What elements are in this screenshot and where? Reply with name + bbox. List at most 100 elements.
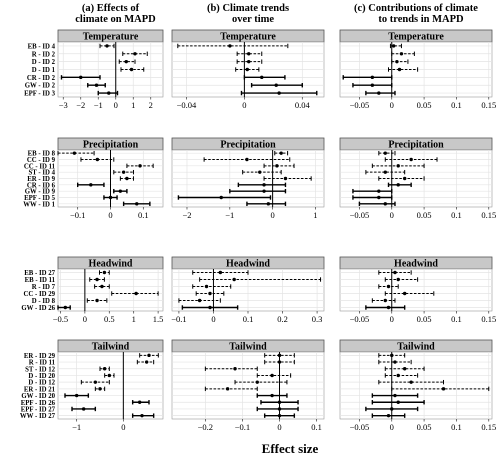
point-estimate (270, 393, 274, 398)
y-category-label: GW - ID 2 (25, 83, 56, 90)
point-estimate (81, 407, 86, 411)
column-letter: (b) (207, 3, 222, 14)
panel-temperature-2: Temperature −0.05 0 0.05 0.1 0.15 (339, 29, 496, 110)
figure-x-axis-label: Effect size (262, 441, 319, 456)
column-title-line: Effects of (97, 3, 140, 14)
point-estimate (383, 298, 387, 303)
x-tick-label: 0 (390, 210, 394, 220)
x-tick-label: 0 (270, 210, 274, 220)
x-tick-label: 0 (83, 314, 87, 324)
x-tick-label: 0.3 (312, 314, 323, 324)
point-estimate (121, 170, 126, 174)
x-tick-label: 0.15 (481, 100, 496, 110)
y-category-label: D - ID 20 (28, 373, 55, 380)
x-tick-label: 0.05 (417, 422, 432, 432)
panel-temperature-1: Temperature −0.04 0 0.04 (171, 29, 325, 110)
point-estimate (208, 291, 212, 296)
column-title-0: (a) Effects of climate on MAPD (75, 3, 156, 25)
point-estimate (277, 407, 282, 411)
panel-tailwind-2: Tailwind −0.05 0 0.05 0.1 0.15 (339, 339, 496, 432)
point-estimate (396, 400, 400, 404)
point-estimate (270, 373, 274, 378)
column-title-2: (c) Contributions of climate to trends in… (354, 3, 478, 25)
y-category-label: EB - ID 11 (25, 277, 56, 284)
point-estimate (255, 380, 259, 384)
x-tick-label: 0.05 (417, 314, 432, 324)
column-title-line: Climate trends (222, 3, 289, 14)
y-category-label: ER - ID 29 (24, 353, 56, 360)
point-estimate (399, 52, 404, 56)
panel-strip-title: Tailwind (92, 342, 130, 353)
point-estimate (118, 189, 123, 193)
x-tick-label: −0.1 (70, 210, 85, 220)
y-category-label: D - ID 8 (32, 298, 56, 305)
x-tick-label: −3 (59, 100, 68, 110)
point-estimate (383, 202, 387, 206)
x-tick-label: 0.1 (311, 422, 322, 432)
point-estimate (63, 305, 68, 310)
x-tick-label: −0.2 (198, 422, 213, 432)
point-estimate (377, 189, 381, 193)
x-tick-label: 0.1 (138, 210, 149, 220)
panel-strip-title: Temperature (220, 32, 276, 43)
point-estimate (277, 360, 282, 364)
y-category-label: WW - ID 27 (20, 413, 56, 420)
y-category-label: WW - ID 1 (23, 201, 55, 208)
panel-precipitation-0: Precipitation−0.1 0 0.1EB - ID 8CC - ID 9C… (23, 137, 164, 220)
x-tick-label: 0 (390, 422, 394, 432)
point-estimate (397, 67, 402, 72)
point-estimate (266, 202, 271, 206)
point-estimate (245, 67, 249, 72)
point-estimate (233, 367, 237, 371)
x-tick-label: −0.04 (177, 100, 197, 110)
x-tick-label: 0.1 (451, 210, 462, 220)
x-tick-label: 1.5 (153, 314, 164, 324)
point-estimate (100, 284, 104, 289)
x-tick-label: 0.15 (481, 314, 496, 324)
y-category-label: R - ID 7 (32, 284, 56, 291)
y-category-label: D - ID 2 (32, 59, 56, 66)
column-title-line: Contributions of climate (368, 3, 478, 14)
point-estimate (102, 367, 107, 371)
point-estimate (260, 75, 264, 80)
point-estimate (219, 195, 223, 200)
panel-grid: Temperature−3 −2 −1 0 1 2EB - ID 4R - ID 2D -… (20, 29, 496, 432)
point-estimate (390, 353, 394, 358)
point-estimate (402, 291, 407, 296)
x-tick-label: −0.05 (350, 100, 370, 110)
point-estimate (245, 157, 249, 162)
point-estimate (370, 83, 375, 87)
point-estimate (393, 360, 397, 364)
y-category-label: ST - ID 12 (25, 366, 56, 373)
x-tick-label: 1 (131, 100, 135, 110)
point-estimate (402, 176, 407, 181)
y-category-label: EPF - ID 3 (24, 91, 55, 98)
column-letter: (c) (354, 3, 368, 14)
x-tick-label: 0.1 (451, 314, 462, 324)
point-estimate (124, 59, 128, 64)
point-estimate (277, 91, 281, 95)
panel-strip-title: Temperature (83, 32, 139, 43)
point-estimate (386, 413, 391, 418)
panel-plot-area (339, 268, 493, 312)
x-tick-label: −0.05 (350, 422, 370, 432)
x-tick-label: 0 (211, 314, 215, 324)
point-estimate (208, 305, 212, 310)
point-estimate (134, 291, 138, 296)
point-estimate (262, 183, 266, 187)
point-estimate (409, 380, 413, 384)
y-category-label: GW - ID 9 (25, 189, 56, 196)
panel-strip-title: Tailwind (397, 342, 435, 353)
x-tick-label: 0.15 (481, 210, 496, 220)
point-estimate (102, 270, 107, 275)
point-estimate (247, 59, 251, 64)
point-estimate (370, 75, 375, 80)
point-estimate (383, 151, 387, 155)
x-tick-label: 0 (390, 100, 394, 110)
point-estimate (74, 393, 79, 398)
point-estimate (225, 387, 230, 391)
point-estimate (95, 277, 99, 282)
